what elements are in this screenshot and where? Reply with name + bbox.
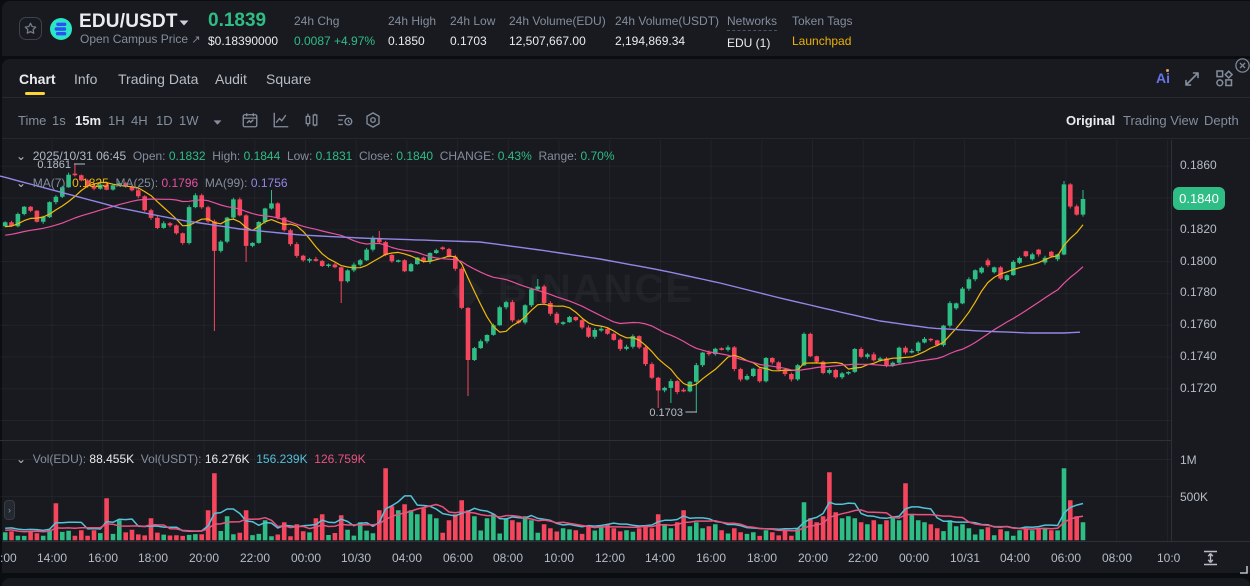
svg-text:0.1703: 0.1703 (649, 407, 683, 419)
svg-text:0.1861: 0.1861 (37, 159, 71, 171)
